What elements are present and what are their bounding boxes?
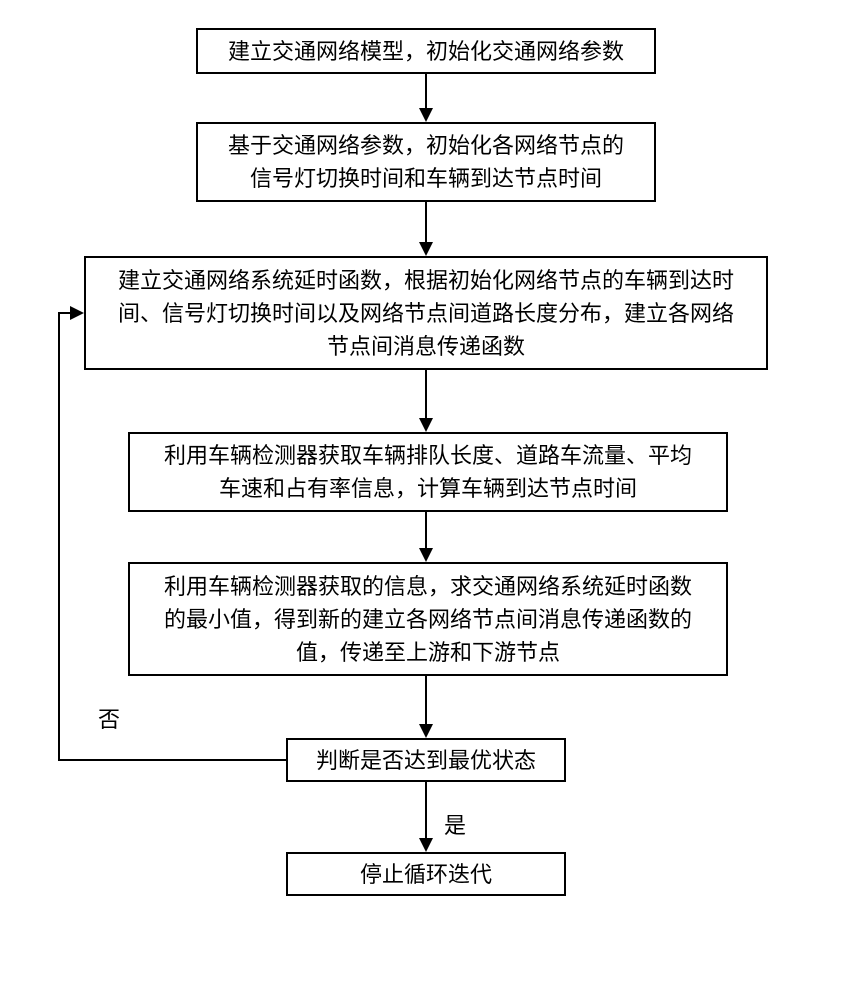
node-text: 利用车辆检测器获取的信息，求交通网络系统延时函数 的最小值，得到新的建立各网络节… (164, 570, 692, 669)
edge-arrow (419, 242, 433, 256)
edge-arrow (419, 108, 433, 122)
edge-arrow (419, 838, 433, 852)
node-init-model: 建立交通网络模型，初始化交通网络参数 (196, 28, 656, 74)
node-delay-function: 建立交通网络系统延时函数，根据初始化网络节点的车辆到达时 间、信号灯切换时间以及… (84, 256, 768, 370)
edge-feedback-arrow (70, 306, 84, 320)
node-stop: 停止循环迭代 (286, 852, 566, 896)
label-yes: 是 (444, 808, 466, 840)
node-text: 建立交通网络模型，初始化交通网络参数 (228, 35, 624, 68)
node-init-params: 基于交通网络参数，初始化各网络节点的 信号灯切换时间和车辆到达节点时间 (196, 122, 656, 202)
edge-feedback-h1 (58, 759, 286, 761)
edge-line (425, 202, 427, 242)
edge-line (425, 512, 427, 548)
flowchart-container: 建立交通网络模型，初始化交通网络参数 基于交通网络参数，初始化各网络节点的 信号… (0, 0, 842, 1000)
edge-line (425, 782, 427, 838)
node-decision: 判断是否达到最优状态 (286, 738, 566, 782)
edge-line (425, 676, 427, 724)
edge-arrow (419, 548, 433, 562)
edge-line (425, 370, 427, 418)
node-text: 判断是否达到最优状态 (316, 744, 536, 777)
node-detector-info: 利用车辆检测器获取车辆排队长度、道路车流量、平均 车速和占有率信息，计算车辆到达… (128, 432, 728, 512)
label-no: 否 (98, 702, 120, 734)
edge-line (425, 74, 427, 108)
edge-feedback-v (58, 312, 60, 761)
node-text: 利用车辆检测器获取车辆排队长度、道路车流量、平均 车速和占有率信息，计算车辆到达… (164, 439, 692, 505)
node-min-value: 利用车辆检测器获取的信息，求交通网络系统延时函数 的最小值，得到新的建立各网络节… (128, 562, 728, 676)
node-text: 停止循环迭代 (360, 858, 492, 891)
node-text: 基于交通网络参数，初始化各网络节点的 信号灯切换时间和车辆到达节点时间 (228, 129, 624, 195)
edge-arrow (419, 418, 433, 432)
node-text: 建立交通网络系统延时函数，根据初始化网络节点的车辆到达时 间、信号灯切换时间以及… (118, 264, 734, 363)
edge-arrow (419, 724, 433, 738)
